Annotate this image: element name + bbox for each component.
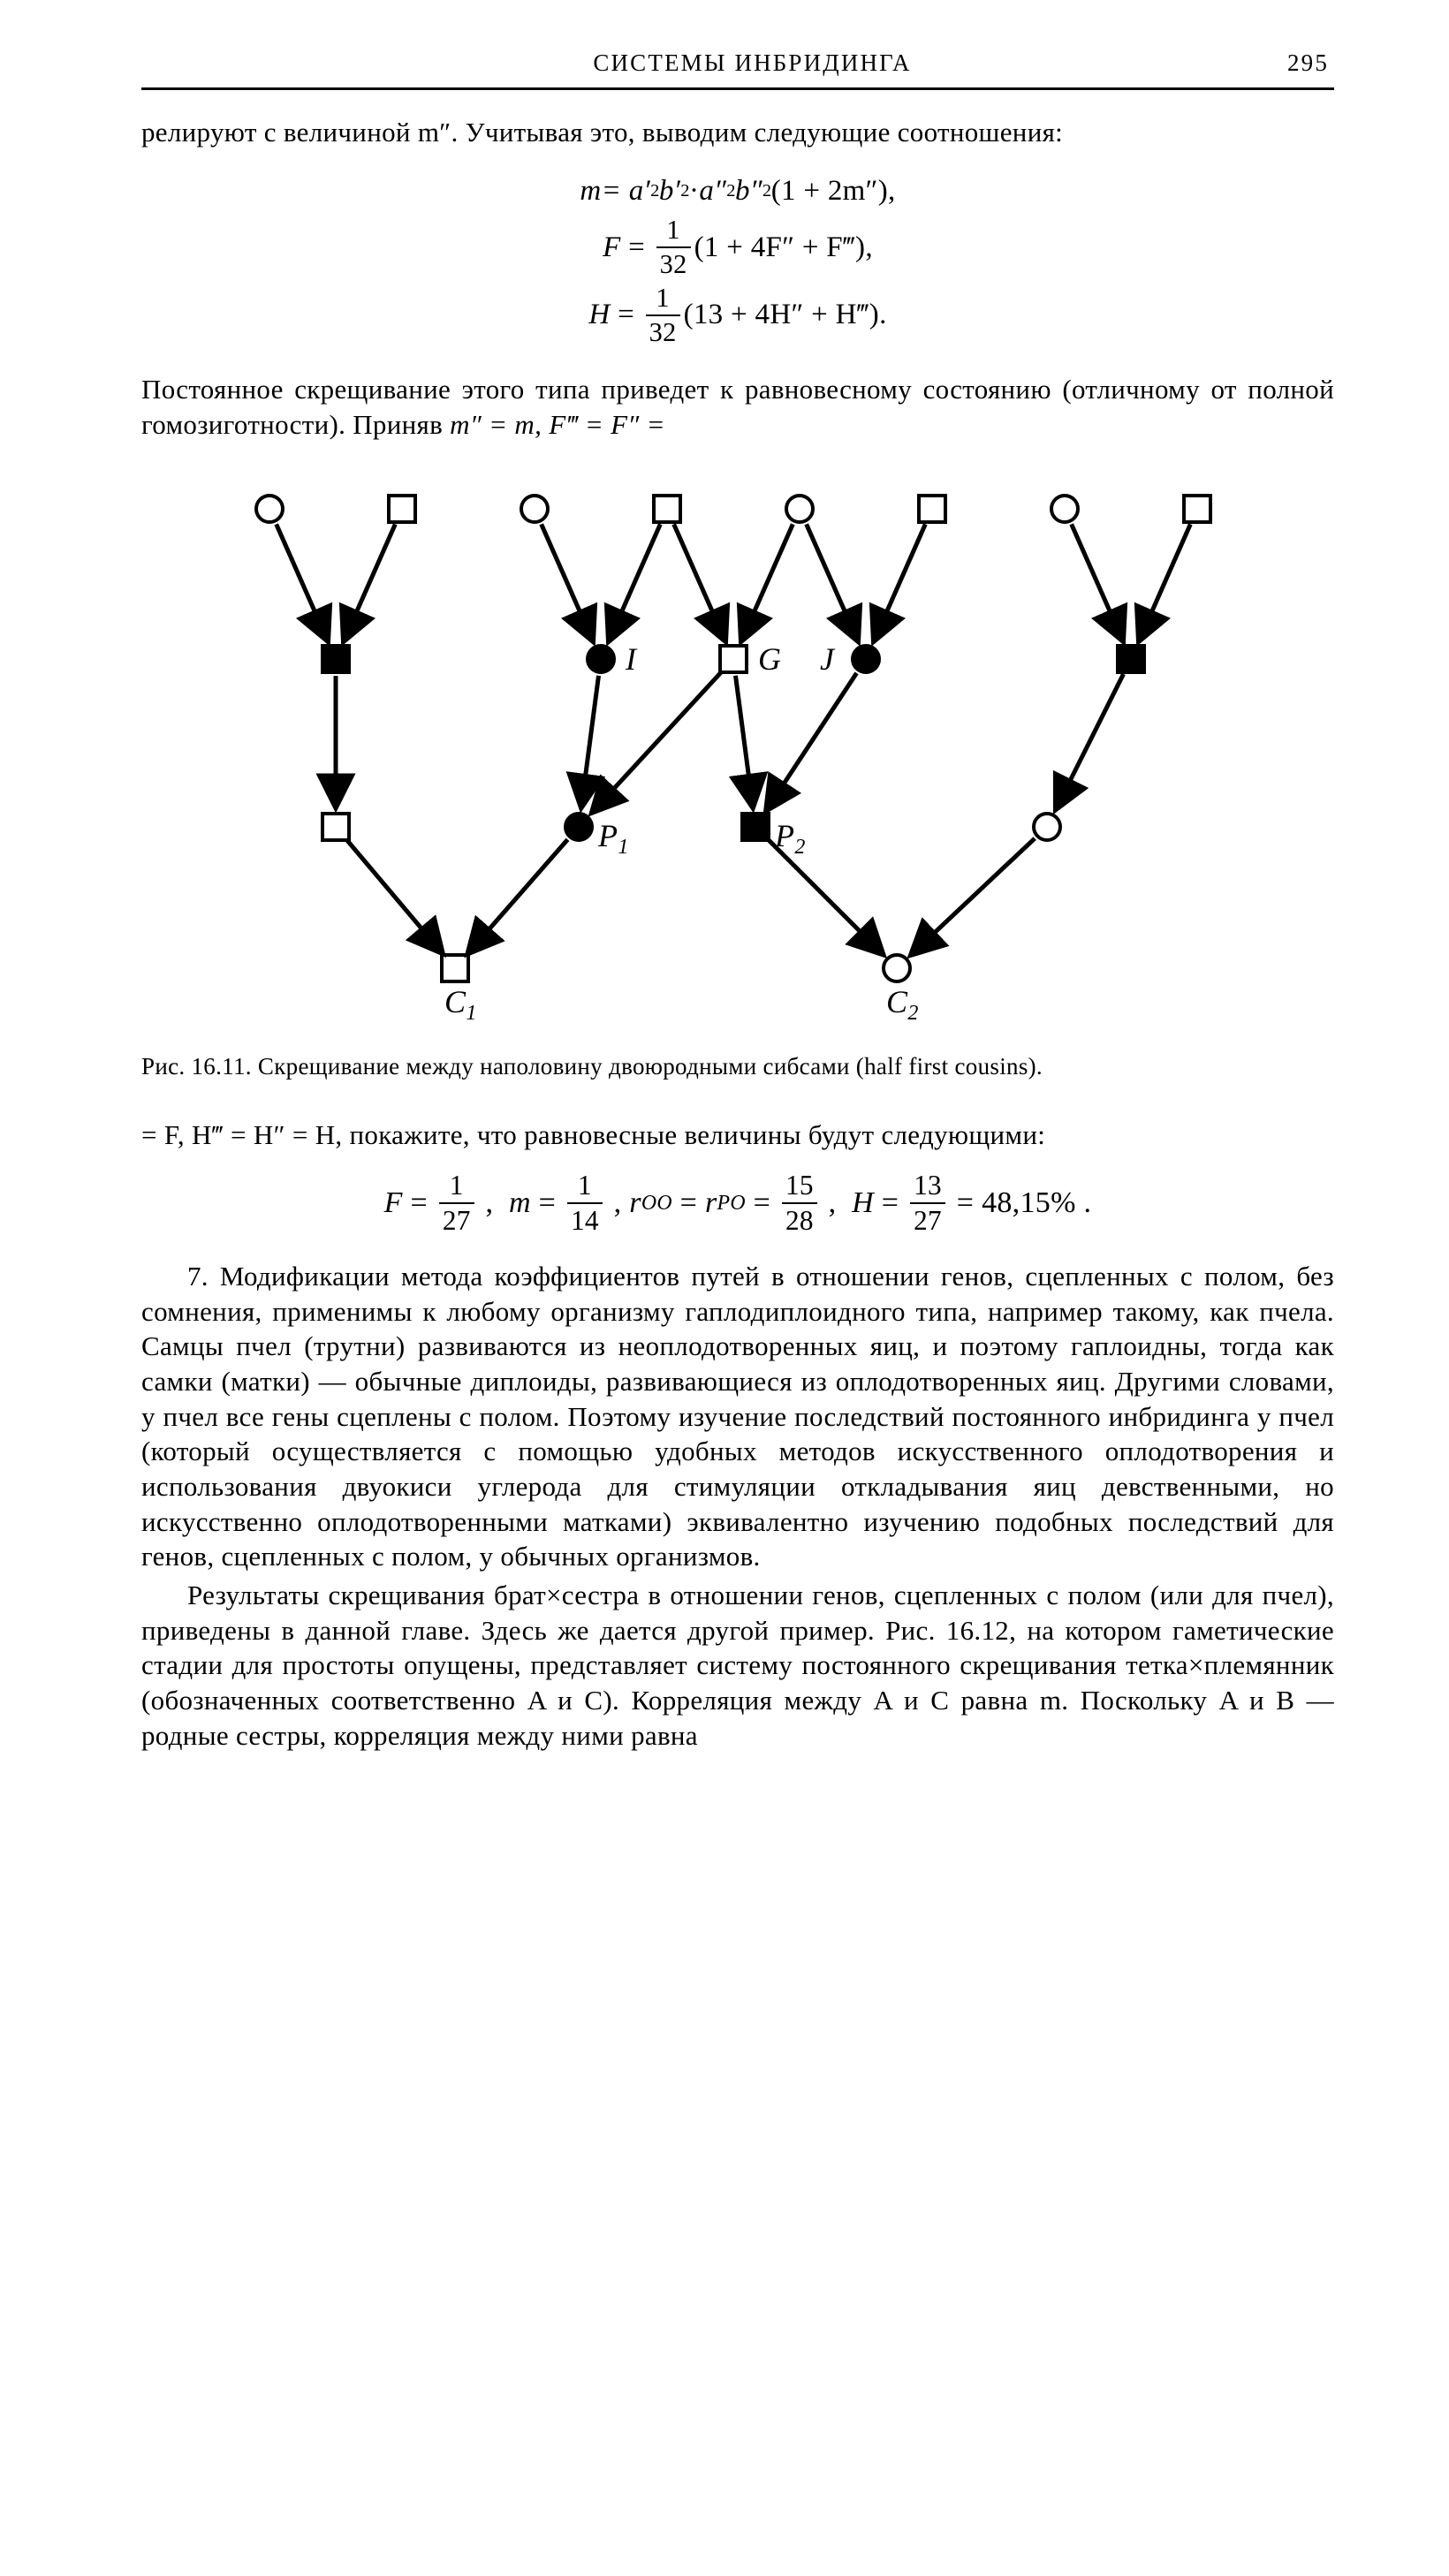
eq2-frac-m: 114 bbox=[567, 1171, 603, 1234]
figure-pedigree: IGJP1P2C1C2 bbox=[190, 465, 1286, 1030]
figure-caption: Рис. 16.11. Скрещивание между наполовину… bbox=[141, 1051, 1334, 1082]
n: 1 bbox=[446, 1171, 467, 1199]
frac-den: 32 bbox=[646, 319, 680, 345]
header-title: СИСТЕМЫ ИНБРИДИНГА bbox=[593, 48, 911, 79]
equation-m: m = a′2 b′2 · a″2 b″2 (1 + 2m″), bbox=[141, 172, 1334, 209]
para-2b: m″ = m, F‴ = F″ = bbox=[450, 409, 665, 440]
frac-num: 1 bbox=[663, 216, 684, 243]
eq2-r2: r bbox=[705, 1184, 717, 1223]
para-3-text: = F, H‴ = H″ = H, покажите, что равновес… bbox=[141, 1119, 1045, 1150]
eq-m-seg3: a″ bbox=[699, 172, 726, 209]
d: 27 bbox=[910, 1207, 945, 1234]
svg-text:C2: C2 bbox=[886, 984, 919, 1025]
eq-m-seg4: b″ bbox=[735, 172, 762, 209]
eq-f-lhs: F bbox=[603, 229, 620, 266]
caption-prefix: Рис. 16.11. bbox=[141, 1053, 258, 1080]
eq-f-frac: 132 bbox=[656, 216, 691, 277]
eq-m-exp4: 2 bbox=[762, 179, 771, 202]
eq2-F: F bbox=[384, 1184, 403, 1223]
eq2-m: m bbox=[509, 1184, 531, 1223]
eq-h-lhs: H bbox=[588, 296, 610, 333]
para-2: Постоянное скрещивание этого типа привед… bbox=[141, 372, 1334, 442]
d: 28 bbox=[782, 1207, 817, 1234]
eq-m-lhs: m bbox=[580, 172, 601, 209]
d: 27 bbox=[439, 1207, 474, 1234]
eq2-r2s: PO bbox=[717, 1190, 745, 1216]
eq-m-exp3: 2 bbox=[726, 179, 735, 202]
frac-den: 32 bbox=[656, 251, 691, 277]
caption-text: Скрещивание между наполовину двоюродными… bbox=[258, 1053, 1043, 1080]
eq2-r1s: OO bbox=[641, 1190, 672, 1216]
eq2-frac-r: 1528 bbox=[782, 1171, 817, 1234]
svg-text:G: G bbox=[758, 641, 781, 677]
eq2-frac-F: 127 bbox=[439, 1171, 474, 1234]
page-number: 295 bbox=[1287, 48, 1329, 79]
eq-h-equals: = bbox=[611, 296, 642, 333]
lead-paragraph: релируют с величиной m″. Учитывая это, в… bbox=[141, 115, 1334, 150]
para-2a: Постоянное скрещивание этого типа привед… bbox=[141, 374, 1334, 440]
eq-h-tail: (13 + 4H″ + H‴). bbox=[684, 296, 887, 333]
eq-m-exp2: 2 bbox=[680, 179, 689, 202]
n: 1 bbox=[574, 1171, 596, 1199]
eq2-frac-H: 1327 bbox=[910, 1171, 945, 1234]
running-head: СИСТЕМЫ ИНБРИДИНГА 295 bbox=[141, 48, 1334, 84]
equation-block-1: m = a′2 b′2 · a″2 b″2 (1 + 2m″), F = 132… bbox=[141, 172, 1334, 345]
eq-f-equals: = bbox=[621, 229, 653, 266]
eq-m-seg2: b′ bbox=[659, 172, 680, 209]
frac-num: 1 bbox=[652, 284, 673, 311]
n: 13 bbox=[910, 1171, 945, 1199]
svg-text:P1: P1 bbox=[597, 818, 629, 859]
eq-m-dot: · bbox=[689, 172, 699, 209]
para-5: Результаты скрещивания брат×сестра в отн… bbox=[141, 1578, 1334, 1753]
para-3: = F, H‴ = H″ = H, покажите, что равновес… bbox=[141, 1118, 1334, 1153]
n: 15 bbox=[782, 1171, 817, 1199]
eq-m-tail: (1 + 2m″), bbox=[771, 172, 896, 209]
eq2-r1: r bbox=[629, 1184, 641, 1223]
d: 14 bbox=[567, 1207, 603, 1234]
eq2-H: H bbox=[852, 1184, 874, 1223]
eq-f-tail: (1 + 4F″ + F‴), bbox=[694, 229, 873, 266]
svg-text:I: I bbox=[625, 641, 638, 677]
header-rule bbox=[141, 87, 1334, 90]
svg-text:C1: C1 bbox=[444, 984, 477, 1025]
svg-text:J: J bbox=[820, 641, 836, 677]
eq-h-frac: 132 bbox=[646, 284, 680, 345]
equation-block-2: F = 127 , m = 114 , rOO = rPO = 1528 , H… bbox=[141, 1171, 1334, 1234]
equation-h: H = 132 (13 + 4H″ + H‴). bbox=[141, 284, 1334, 345]
eq-m-seg1: = a′ bbox=[602, 172, 650, 209]
eq2-pct: 48,15% bbox=[982, 1184, 1076, 1223]
para-4: 7. Модификации метода коэффициентов путе… bbox=[141, 1259, 1334, 1574]
eq-m-exp1: 2 bbox=[650, 179, 659, 202]
equation-f: F = 132 (1 + 4F″ + F‴), bbox=[141, 216, 1334, 277]
